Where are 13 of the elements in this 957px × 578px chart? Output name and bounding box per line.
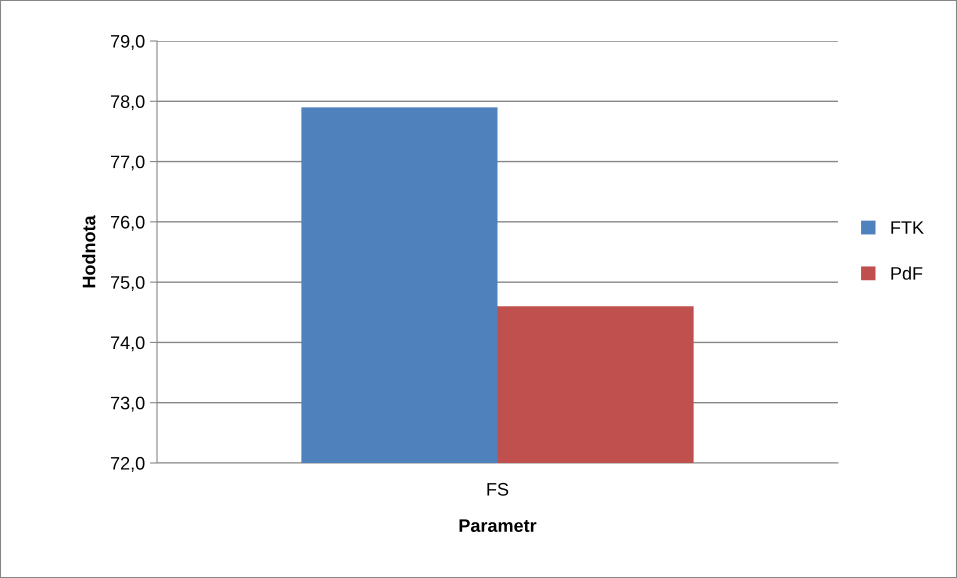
- legend-label: FTK: [891, 221, 924, 234]
- x-axis-title: Parametr: [460, 519, 536, 532]
- y-tick-label: 73,0: [110, 396, 144, 412]
- y-tick-label: 77,0: [110, 156, 144, 170]
- y-tick-label: 75,0: [110, 276, 144, 291]
- y-tick-label: 74,0: [110, 336, 144, 352]
- y-tick-label: 78,0: [110, 95, 144, 110]
- y-tick-label: 79,0: [110, 34, 144, 50]
- y-axis-title: Hodnota: [82, 215, 96, 288]
- legend-label: PdF: [891, 266, 922, 280]
- y-tick-label: 76,0: [110, 216, 144, 231]
- x-tick-label: FS: [487, 482, 508, 496]
- y-tick-label: 72,0: [110, 456, 144, 472]
